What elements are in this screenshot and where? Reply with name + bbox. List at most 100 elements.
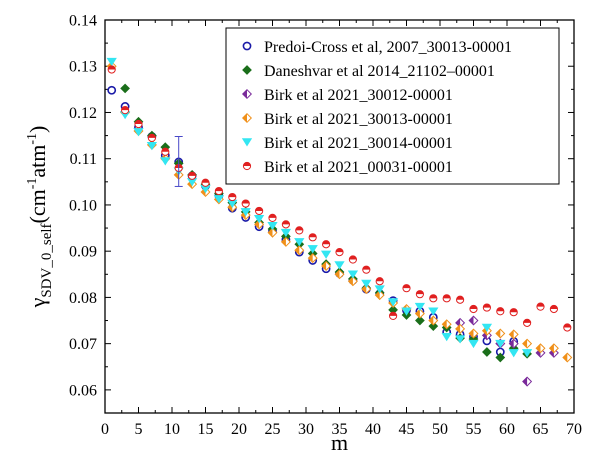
data-point [482, 347, 492, 357]
data-point [335, 248, 344, 257]
data-point [495, 328, 506, 339]
data-point [240, 208, 251, 217]
y-tick-label: 0.11 [70, 151, 97, 168]
data-point [146, 142, 158, 151]
data-point [415, 290, 424, 299]
y-axis-label: γSDV_0_self(cm-1atm-1) [25, 126, 55, 309]
data-point [280, 228, 292, 238]
legend-marker [242, 65, 252, 75]
data-point [214, 186, 223, 196]
data-point [535, 343, 546, 354]
data-point [147, 133, 156, 142]
data-point [213, 195, 225, 204]
legend-marker [241, 112, 253, 124]
data-point [428, 307, 439, 316]
data-point [456, 295, 465, 304]
y-tick-label: 0.06 [69, 382, 97, 399]
data-point [334, 261, 345, 270]
series-2 [455, 315, 559, 387]
data-point [495, 339, 506, 349]
data-point [361, 279, 372, 289]
data-point [160, 157, 171, 166]
data-point [562, 352, 573, 363]
y-tick-label: 0.14 [69, 13, 97, 30]
data-point [374, 285, 385, 294]
data-point [241, 199, 250, 208]
data-point [307, 253, 318, 264]
legend-item: Birk et al 2021_00031-00001 [242, 159, 453, 176]
data-point [322, 240, 331, 249]
x-tick-label: 45 [399, 421, 415, 438]
data-point [428, 321, 439, 331]
data-marks [106, 57, 573, 387]
data-point [228, 192, 237, 202]
x-tick-label: 65 [533, 421, 549, 438]
data-point [548, 343, 559, 354]
data-point [469, 304, 478, 314]
data-point [481, 323, 493, 332]
data-point [509, 308, 518, 317]
data-point [442, 294, 451, 303]
x-axis-label: m [331, 430, 348, 454]
x-tick-label: 10 [164, 421, 180, 438]
legend-label: Birk et al 2021_30014-00001 [264, 135, 453, 152]
data-point [468, 315, 479, 326]
legend-marker [242, 41, 252, 51]
data-point [361, 284, 372, 295]
data-point [281, 220, 290, 229]
data-point [387, 298, 399, 307]
axis-ticks: 0 5 10 15 20 25 30 35 40 45 50 55 60 65 70 0.06 0.07 0.08… [69, 13, 582, 439]
data-point [375, 277, 384, 286]
x-tick-label: 20 [231, 421, 247, 438]
x-tick-label: 35 [332, 421, 348, 438]
data-point [307, 245, 318, 254]
data-point [107, 65, 116, 74]
data-point [563, 323, 572, 332]
x-tick-label: 30 [298, 421, 314, 438]
legend-label: Birk et al 2021_30013-00001 [264, 111, 453, 128]
data-point [161, 147, 170, 156]
data-point [134, 119, 143, 129]
legend-item: Daneshvar et al 2014_21102–00001 [242, 63, 495, 80]
data-point [188, 171, 197, 180]
data-point [133, 128, 144, 137]
data-point [201, 178, 210, 187]
data-point [415, 315, 425, 326]
data-point [334, 269, 345, 280]
data-point [521, 349, 533, 358]
y-tick-label: 0.12 [69, 105, 97, 122]
legend-item: Predoi-Cross et al, 2007_30013-00001 [242, 39, 512, 56]
data-point [549, 304, 559, 314]
data-point [120, 83, 130, 94]
data-point [268, 213, 277, 222]
data-point [495, 352, 506, 363]
legend-box [225, 27, 560, 185]
data-point [468, 328, 479, 339]
data-point [429, 294, 438, 303]
data-point [347, 276, 358, 287]
legend-label: Birk et al 2021_00031-00001 [264, 159, 453, 176]
data-point [428, 315, 439, 326]
y-label-symbol: γ [25, 297, 50, 308]
y-label-unit-open: (cm [25, 189, 50, 223]
x-tick-label: 55 [466, 421, 482, 438]
data-point [389, 311, 398, 321]
y-label-unit-close: ) [25, 126, 50, 133]
data-point [280, 236, 291, 247]
x-tick-label: 60 [499, 421, 515, 438]
x-tick-label: 40 [365, 421, 381, 438]
data-point [348, 255, 357, 264]
data-point [414, 302, 426, 312]
y-label-unit-sup1: -1 [25, 178, 40, 190]
data-point [106, 57, 117, 67]
data-point [253, 215, 265, 224]
legend: Predoi-Cross et al, 2007_30013-00001 Dane… [225, 27, 560, 185]
legend-marker [241, 88, 253, 100]
y-tick-label: 0.07 [69, 336, 97, 353]
data-point [294, 245, 305, 256]
y-tick-label: 0.10 [69, 197, 97, 214]
data-point [414, 308, 425, 319]
data-point [522, 376, 533, 387]
